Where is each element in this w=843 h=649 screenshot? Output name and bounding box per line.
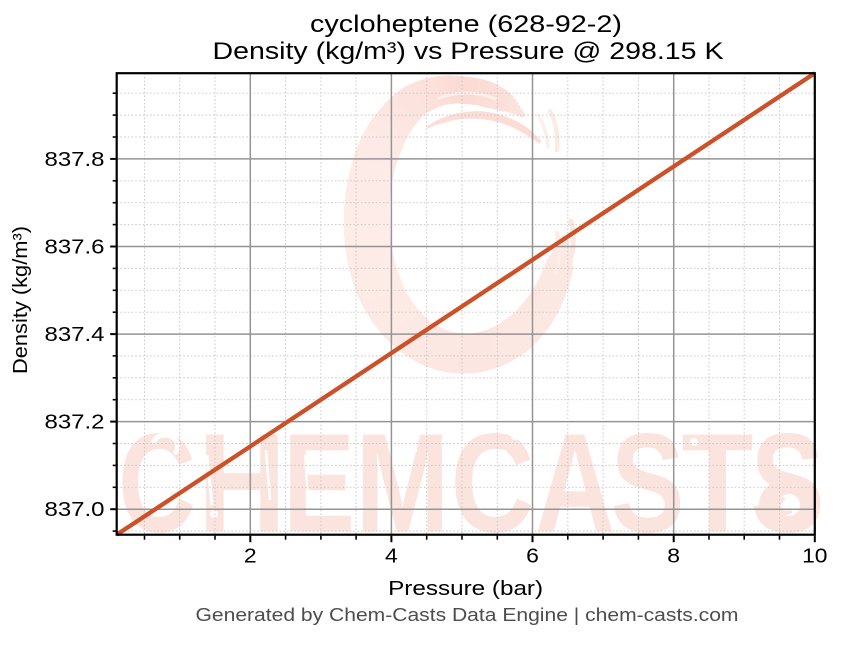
svg-text:E: E	[283, 404, 355, 562]
svg-text:837.2: 837.2	[45, 412, 105, 434]
svg-text:Density (kg/m³): Density (kg/m³)	[10, 226, 32, 374]
svg-text:2: 2	[244, 546, 257, 568]
svg-text:C: C	[451, 404, 535, 562]
svg-text:4: 4	[385, 546, 398, 568]
svg-text:Generated by Chem-Casts Data E: Generated by Chem-Casts Data Engine | ch…	[196, 605, 739, 625]
svg-text:Pressure (bar): Pressure (bar)	[388, 578, 543, 600]
svg-text:837.8: 837.8	[45, 149, 105, 171]
svg-text:837.6: 837.6	[45, 237, 105, 259]
svg-text:Density (kg/m³) vs Pressure @: Density (kg/m³) vs Pressure @ 298.15 K	[213, 38, 724, 65]
svg-text:837.4: 837.4	[45, 324, 105, 346]
svg-text:C: C	[118, 404, 196, 562]
svg-text:cycloheptene (628-92-2): cycloheptene (628-92-2)	[310, 11, 622, 38]
svg-text:837.0: 837.0	[45, 499, 105, 521]
svg-text:8: 8	[667, 546, 680, 568]
svg-text:10: 10	[802, 546, 827, 568]
svg-text:T: T	[682, 404, 754, 562]
svg-text:6: 6	[526, 546, 539, 568]
svg-text:M: M	[356, 404, 450, 562]
